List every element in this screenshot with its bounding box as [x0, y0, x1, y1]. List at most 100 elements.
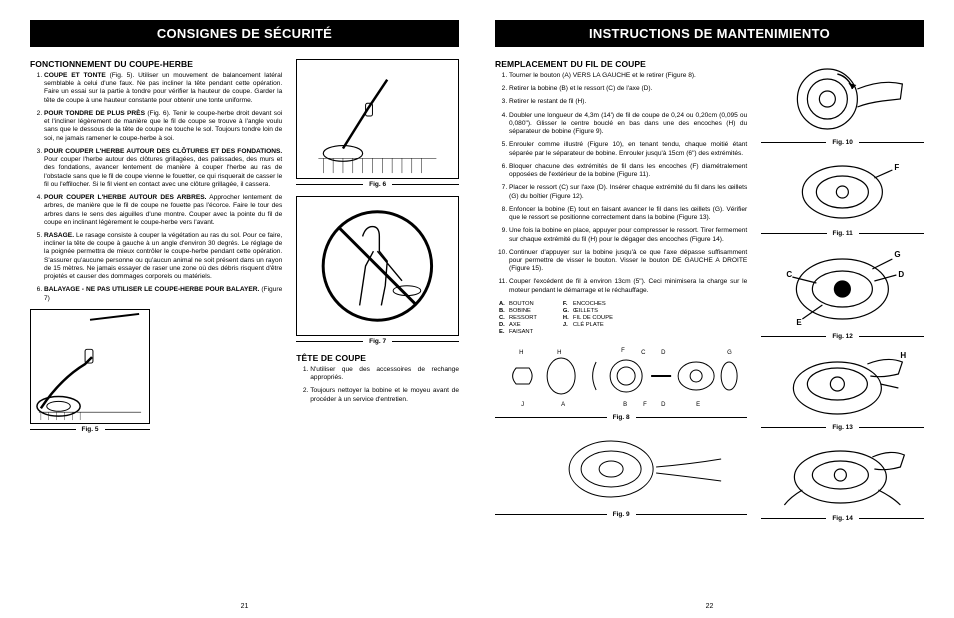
figure-5-caption: Fig. 5 [30, 426, 150, 433]
fig8-label: Fig. 8 [613, 414, 630, 421]
figure-9-caption: Fig. 9 [495, 511, 747, 518]
tete-step-2: Toujours nettoyer la bobine et le moyeu … [310, 387, 459, 403]
rstep-7: Placer le ressort (C) sur l'axe (D). Ins… [509, 184, 747, 200]
figure-12: CG ED [761, 241, 924, 331]
figure-5 [30, 309, 150, 424]
left-text-column: FONCTIONNEMENT DU COUPE-HERBE COUPE ET T… [30, 59, 282, 597]
rstep-3: Retirer le restant de fil (H). [509, 98, 747, 106]
parts-legend: A.BOUTON B.BOBINE C.RESSORT D.AXE E.FAIS… [499, 301, 747, 336]
step-1-lead: COUPE ET TONTE [44, 72, 106, 79]
tete-step-1: N'utiliser que des accessoires de rechan… [310, 366, 459, 382]
rstep-6: Bloquer chacune des extrémités de fil da… [509, 163, 747, 179]
cap-line [296, 341, 363, 342]
svg-text:C: C [787, 270, 793, 279]
part-e: E.FAISANT [499, 329, 537, 336]
fig12-label: Fig. 12 [832, 333, 853, 340]
cap-line [392, 341, 459, 342]
rstep-11: Couper l'excédent de fil à environ 13cm … [509, 278, 747, 294]
page-left-inner: CONSIGNES DE SÉCURITÉ FONCTIONNEMENT DU … [30, 20, 459, 610]
fig7-label: Fig. 7 [369, 338, 386, 345]
right-text-column: REMPLACEMENT DU FIL DE COUPE Tourner le … [495, 59, 747, 597]
svg-text:E: E [696, 402, 700, 408]
pagenum-right: 22 [495, 603, 924, 610]
rstep-2: Retirer la bobine (B) et le ressort (C) … [509, 85, 747, 93]
svg-text:D: D [899, 270, 905, 279]
rstep-5: Enrouler comme illustré (Figure 10), en … [509, 141, 747, 157]
step-1: COUPE ET TONTE (Fig. 5). Utiliser un mou… [44, 72, 282, 105]
figure-14-caption: Fig. 14 [761, 515, 924, 522]
rstep-4: Doubler une longueur de 4,3m (14') de fi… [509, 112, 747, 137]
rstep-10: Continuer d'appuyer sur la bobine jusqu'… [509, 249, 747, 274]
svg-text:H: H [519, 350, 523, 356]
left-figure-column: Fig. 6 Fig. 7 TÊTE DE COUPE [296, 59, 459, 597]
figure-6-caption: Fig. 6 [296, 181, 459, 188]
steps-tete: N'utiliser que des accessoires de rechan… [296, 366, 459, 404]
svg-text:B: B [623, 402, 627, 408]
svg-text:C: C [641, 350, 646, 356]
step-2: POUR TONDRE DE PLUS PRÈS (Fig. 6). Tenir… [44, 110, 282, 143]
svg-text:D: D [661, 402, 666, 408]
part-a: A.BOUTON [499, 301, 537, 308]
fig5-label: Fig. 5 [82, 426, 99, 433]
svg-text:A: A [561, 402, 565, 408]
figure-10 [761, 59, 924, 137]
step-3: POUR COUPER L'HERBE AUTOUR DES CLÔTURES … [44, 148, 282, 189]
part-g: G.ŒILLETS [563, 308, 613, 315]
svg-text:G: G [895, 250, 901, 259]
svg-text:J: J [521, 402, 524, 408]
rstep-8: Enfoncer la bobine (E) tout en faisant a… [509, 206, 747, 222]
figure-12-caption: Fig. 12 [761, 333, 924, 340]
fig11-label: Fig. 11 [833, 230, 853, 237]
figure-13: H [761, 344, 924, 422]
part-d: D.AXE [499, 322, 537, 329]
step-6: BALAYAGE - NE PAS UTILISER LE COUPE-HERB… [44, 286, 282, 302]
fig9-label: Fig. 9 [613, 511, 630, 518]
part-j: J.CLÉ PLATE [563, 322, 613, 329]
step-5: RASAGE. Le rasage consiste à couper la v… [44, 232, 282, 281]
figure-7-caption: Fig. 7 [296, 338, 459, 345]
fig13-label: Fig. 13 [832, 424, 853, 431]
left-columns: FONCTIONNEMENT DU COUPE-HERBE COUPE ET T… [30, 59, 459, 597]
step-6-lead: BALAYAGE - NE PAS UTILISER LE COUPE-HERB… [44, 286, 259, 293]
section-title-remplacement: REMPLACEMENT DU FIL DE COUPE [495, 59, 747, 69]
step-5-lead: RASAGE. [44, 232, 74, 239]
step-2-lead: POUR TONDRE DE PLUS PRÈS [44, 110, 145, 117]
fig14-label: Fig. 14 [832, 515, 853, 522]
right-figure-column: Fig. 10 F Fig. 11 [761, 59, 924, 597]
cap-line [495, 417, 607, 418]
rstep-1: Tourner le bouton (A) VERS LA GAUCHE et … [509, 72, 747, 80]
header-left: CONSIGNES DE SÉCURITÉ [30, 20, 459, 47]
svg-text:H: H [901, 351, 907, 360]
cap-line [105, 429, 151, 430]
section-title-tete: TÊTE DE COUPE [296, 353, 459, 363]
part-f: F.ENCOCHES [563, 301, 613, 308]
step-1-suffix: (Fig. 5). [106, 72, 138, 79]
cap-line [392, 184, 459, 185]
letter-f: F [895, 163, 900, 172]
steps-remplacement: Tourner le bouton (A) VERS LA GAUCHE et … [495, 72, 747, 295]
part-h: H.FIL DE COUPE [563, 315, 613, 322]
page-left: CONSIGNES DE SÉCURITÉ FONCTIONNEMENT DU … [12, 20, 477, 610]
pagenum-left: 21 [30, 603, 459, 610]
svg-text:G: G [727, 350, 732, 356]
page-right-inner: INSTRUCTIONS DE MANTENIMIENTO REMPLACEME… [495, 20, 924, 610]
steps-fonctionnement: COUPE ET TONTE (Fig. 5). Utiliser un mou… [30, 72, 282, 303]
figure-8: HH FC DG JA BF DE [495, 340, 747, 412]
figure-14 [761, 435, 924, 513]
step-3-body: Pour couper l'herbe autour des clôtures … [44, 156, 282, 188]
cap-line [495, 514, 607, 515]
step-4: POUR COUPER L'HERBE AUTOUR DES ARBRES. A… [44, 194, 282, 227]
svg-text:F: F [621, 348, 625, 354]
figure-11-caption: Fig. 11 [761, 230, 924, 237]
figure-7 [296, 196, 459, 336]
figure-10-caption: Fig. 10 [761, 139, 924, 146]
figure-6 [296, 59, 459, 179]
parts-col2: F.ENCOCHES G.ŒILLETS H.FIL DE COUPE J.CL… [563, 301, 613, 336]
figure-8-caption: Fig. 8 [495, 414, 747, 421]
step-4-lead: POUR COUPER L'HERBE AUTOUR DES ARBRES. [44, 194, 206, 201]
step-2-suffix: (Fig. 6). [145, 110, 173, 117]
part-b: B.BOBINE [499, 308, 537, 315]
rstep-9: Une fois la bobine en place, appuyer pou… [509, 227, 747, 243]
cap-line [30, 429, 76, 430]
cap-line [636, 514, 748, 515]
